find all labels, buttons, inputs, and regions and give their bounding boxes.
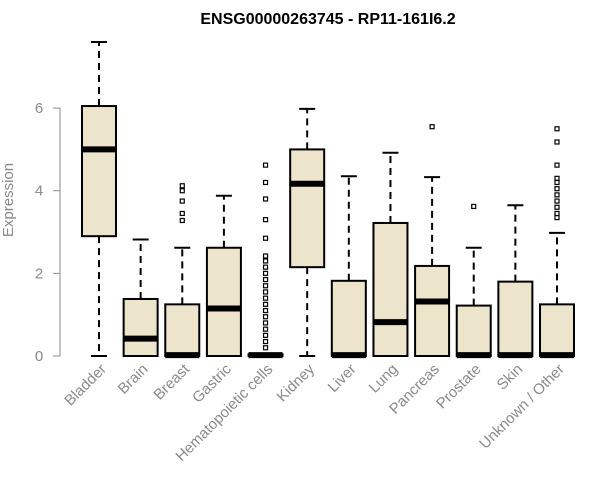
box-group-3 [205, 194, 242, 357]
outlier-point [262, 320, 269, 326]
outlier-point [179, 198, 185, 204]
outlier-point [554, 179, 560, 186]
outlier-point [554, 139, 560, 145]
x-category-label: Bladder [61, 361, 110, 410]
outlier-point [262, 338, 269, 345]
y-tick-label: 0 [35, 348, 43, 365]
outlier-point [262, 253, 269, 259]
iqr-box [414, 264, 451, 357]
outlier-point [262, 235, 269, 241]
chart-title: ENSG00000263745 - RP11-161I6.2 [200, 11, 455, 28]
outlier-point [262, 196, 269, 202]
y-tick-label: 4 [35, 183, 43, 200]
outlier-point [262, 332, 269, 338]
outlier-point [429, 124, 435, 130]
outlier-point [262, 345, 269, 351]
y-axis-ticks: 0 2 4 6 [35, 100, 60, 365]
outlier-point [262, 314, 269, 320]
outlier-point [262, 264, 269, 270]
box-group-1 [122, 238, 159, 358]
outlier-point [262, 295, 269, 301]
outlier-point [262, 289, 269, 295]
outlier-point [554, 192, 560, 198]
outlier-point [262, 217, 269, 223]
iqr-box [497, 280, 534, 358]
x-category-label: Prostate [433, 361, 485, 413]
outlier-point [471, 203, 477, 210]
outlier-point [262, 326, 269, 332]
boxes-layer [81, 41, 575, 359]
outlier-point [554, 204, 560, 210]
outlier-point [179, 183, 185, 189]
outlier-point [262, 270, 269, 276]
box-group-6 [330, 175, 367, 359]
box-group-2 [164, 183, 201, 359]
x-category-label: Liver [325, 361, 360, 396]
outlier-point [262, 301, 269, 307]
outlier-point [262, 162, 269, 168]
outlier-point [179, 188, 185, 194]
outlier-point [179, 210, 185, 217]
box-group-7 [372, 151, 409, 357]
iqr-box [539, 303, 575, 357]
box-group-11 [539, 126, 575, 359]
outlier-point [554, 175, 560, 181]
outlier-point [262, 307, 269, 314]
outlier-point [554, 162, 560, 168]
y-tick-label: 6 [35, 100, 43, 117]
iqr-box [289, 148, 326, 269]
outlier-point [554, 214, 560, 221]
iqr-box [455, 304, 492, 357]
box-group-4 [247, 162, 284, 359]
outlier-point [554, 126, 560, 132]
y-tick-label: 2 [35, 265, 43, 282]
iqr-box [122, 297, 159, 358]
x-category-label: Kidney [274, 360, 319, 405]
x-category-label: Skin [494, 361, 527, 394]
x-category-label: Breast [150, 360, 193, 403]
x-category-label: Lung [366, 361, 402, 397]
box-group-9 [455, 203, 492, 359]
box-group-5 [289, 107, 326, 357]
outlier-point [554, 210, 560, 217]
outlier-point [554, 186, 560, 192]
iqr-box [330, 279, 367, 358]
box-group-8 [414, 124, 451, 357]
y-axis-label: Expression [0, 163, 17, 237]
iqr-box [164, 303, 201, 357]
box-group-10 [497, 204, 534, 359]
x-category-label: Brain [115, 361, 152, 398]
outlier-point [179, 217, 185, 224]
outlier-point [262, 283, 269, 289]
outlier-point [262, 258, 269, 264]
iqr-box [205, 246, 242, 357]
iqr-box [372, 221, 409, 357]
outlier-point [262, 179, 269, 186]
outlier-point [554, 198, 560, 204]
iqr-box [81, 105, 117, 238]
outlier-point [262, 276, 269, 283]
box-group-0 [81, 41, 117, 357]
